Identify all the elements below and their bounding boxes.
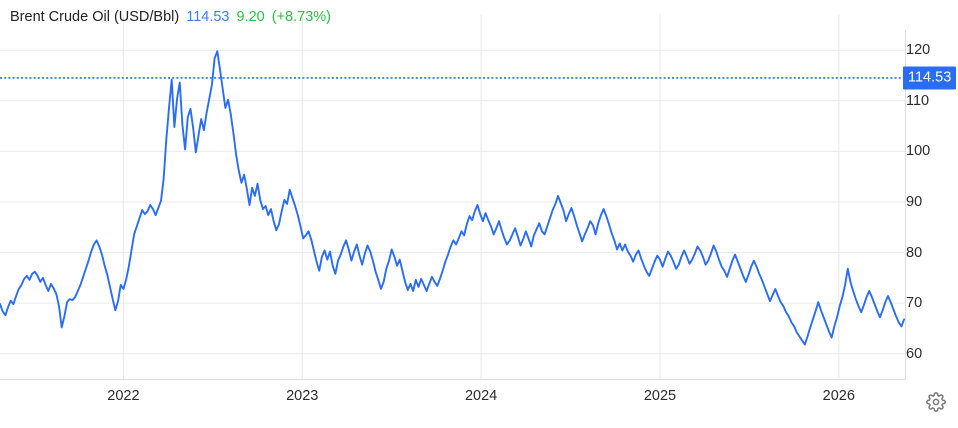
y-axis-tick-110: 110 [906,92,930,109]
price-change-percent: (+8.73%) [271,9,331,25]
x-axis-tick-2026: 2026 [822,388,855,404]
y-axis-tick-70: 70 [906,295,923,312]
y-axis-tick-90: 90 [906,193,923,210]
horizontal-gridlines [0,49,905,355]
chart-title: Brent Crude Oil (USD/Bbl) [10,9,180,25]
vertical-gridlines [122,14,840,379]
y-axis-tick-60: 60 [906,345,923,362]
x-axis-tick-2023: 2023 [286,388,319,404]
price-change: 9.20 [236,9,265,25]
y-axis-labels: 60 70 80 90 100 110 120 [906,0,958,428]
current-price-badge: 114.53 [903,66,957,90]
current-price: 114.53 [186,9,230,25]
chart-header: Brent Crude Oil (USD/Bbl) 114.53 9.20 (+… [10,8,331,26]
x-axis-tick-2024: 2024 [464,388,498,404]
y-axis-tick-100: 100 [906,143,931,160]
price-line-series [0,50,906,346]
settings-gear-icon[interactable] [926,392,946,412]
x-axis-tick-2022: 2022 [107,388,140,404]
x-axis-tick-2025: 2025 [643,388,677,404]
y-axis-tick-80: 80 [906,244,923,261]
y-axis-tick-120: 120 [906,42,931,59]
